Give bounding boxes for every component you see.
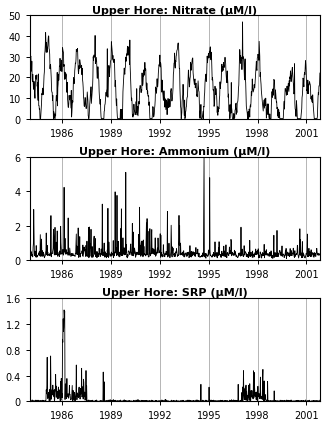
- Title: Upper Hore: Nitrate (μM/l): Upper Hore: Nitrate (μM/l): [92, 6, 258, 15]
- Title: Upper Hore: SRP (μM/l): Upper Hore: SRP (μM/l): [102, 288, 248, 298]
- Title: Upper Hore: Ammonium (μM/l): Upper Hore: Ammonium (μM/l): [79, 147, 271, 157]
